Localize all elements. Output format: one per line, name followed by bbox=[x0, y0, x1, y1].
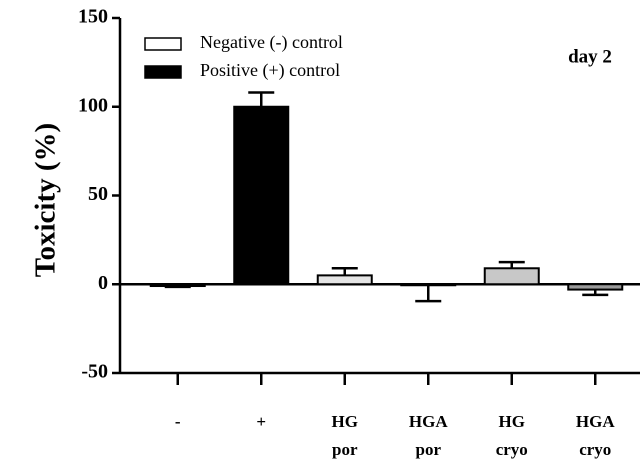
x-tick-label: + bbox=[256, 412, 266, 431]
annotation: day 2 bbox=[568, 46, 612, 67]
legend-swatch bbox=[144, 37, 182, 51]
y-tick-label: 150 bbox=[78, 6, 108, 28]
legend-swatch bbox=[144, 65, 182, 79]
x-tick-label: HGA bbox=[409, 412, 448, 431]
bar bbox=[233, 105, 290, 286]
x-tick-label: HG bbox=[332, 412, 358, 431]
legend-label: Positive (+) control bbox=[200, 60, 340, 81]
y-tick-label: -50 bbox=[81, 361, 108, 383]
x-tick-label: - bbox=[175, 412, 181, 431]
x-tick-label: cryo bbox=[579, 440, 611, 459]
x-tick-label: cryo bbox=[496, 440, 528, 459]
y-tick-label: 100 bbox=[78, 94, 108, 116]
legend-label: Negative (-) control bbox=[200, 32, 343, 53]
x-tick-label: HGA bbox=[576, 412, 615, 431]
x-tick-label: por bbox=[332, 440, 358, 459]
x-tick-label: por bbox=[416, 440, 442, 459]
y-axis-label: Toxicity (%) bbox=[30, 123, 62, 277]
bar bbox=[567, 283, 624, 291]
bar bbox=[483, 267, 540, 286]
y-tick-label: 50 bbox=[88, 183, 108, 205]
x-tick-label: HG bbox=[499, 412, 525, 431]
y-tick-label: 0 bbox=[98, 272, 108, 294]
bar bbox=[400, 283, 457, 287]
bar bbox=[149, 283, 206, 288]
bar bbox=[316, 274, 373, 286]
